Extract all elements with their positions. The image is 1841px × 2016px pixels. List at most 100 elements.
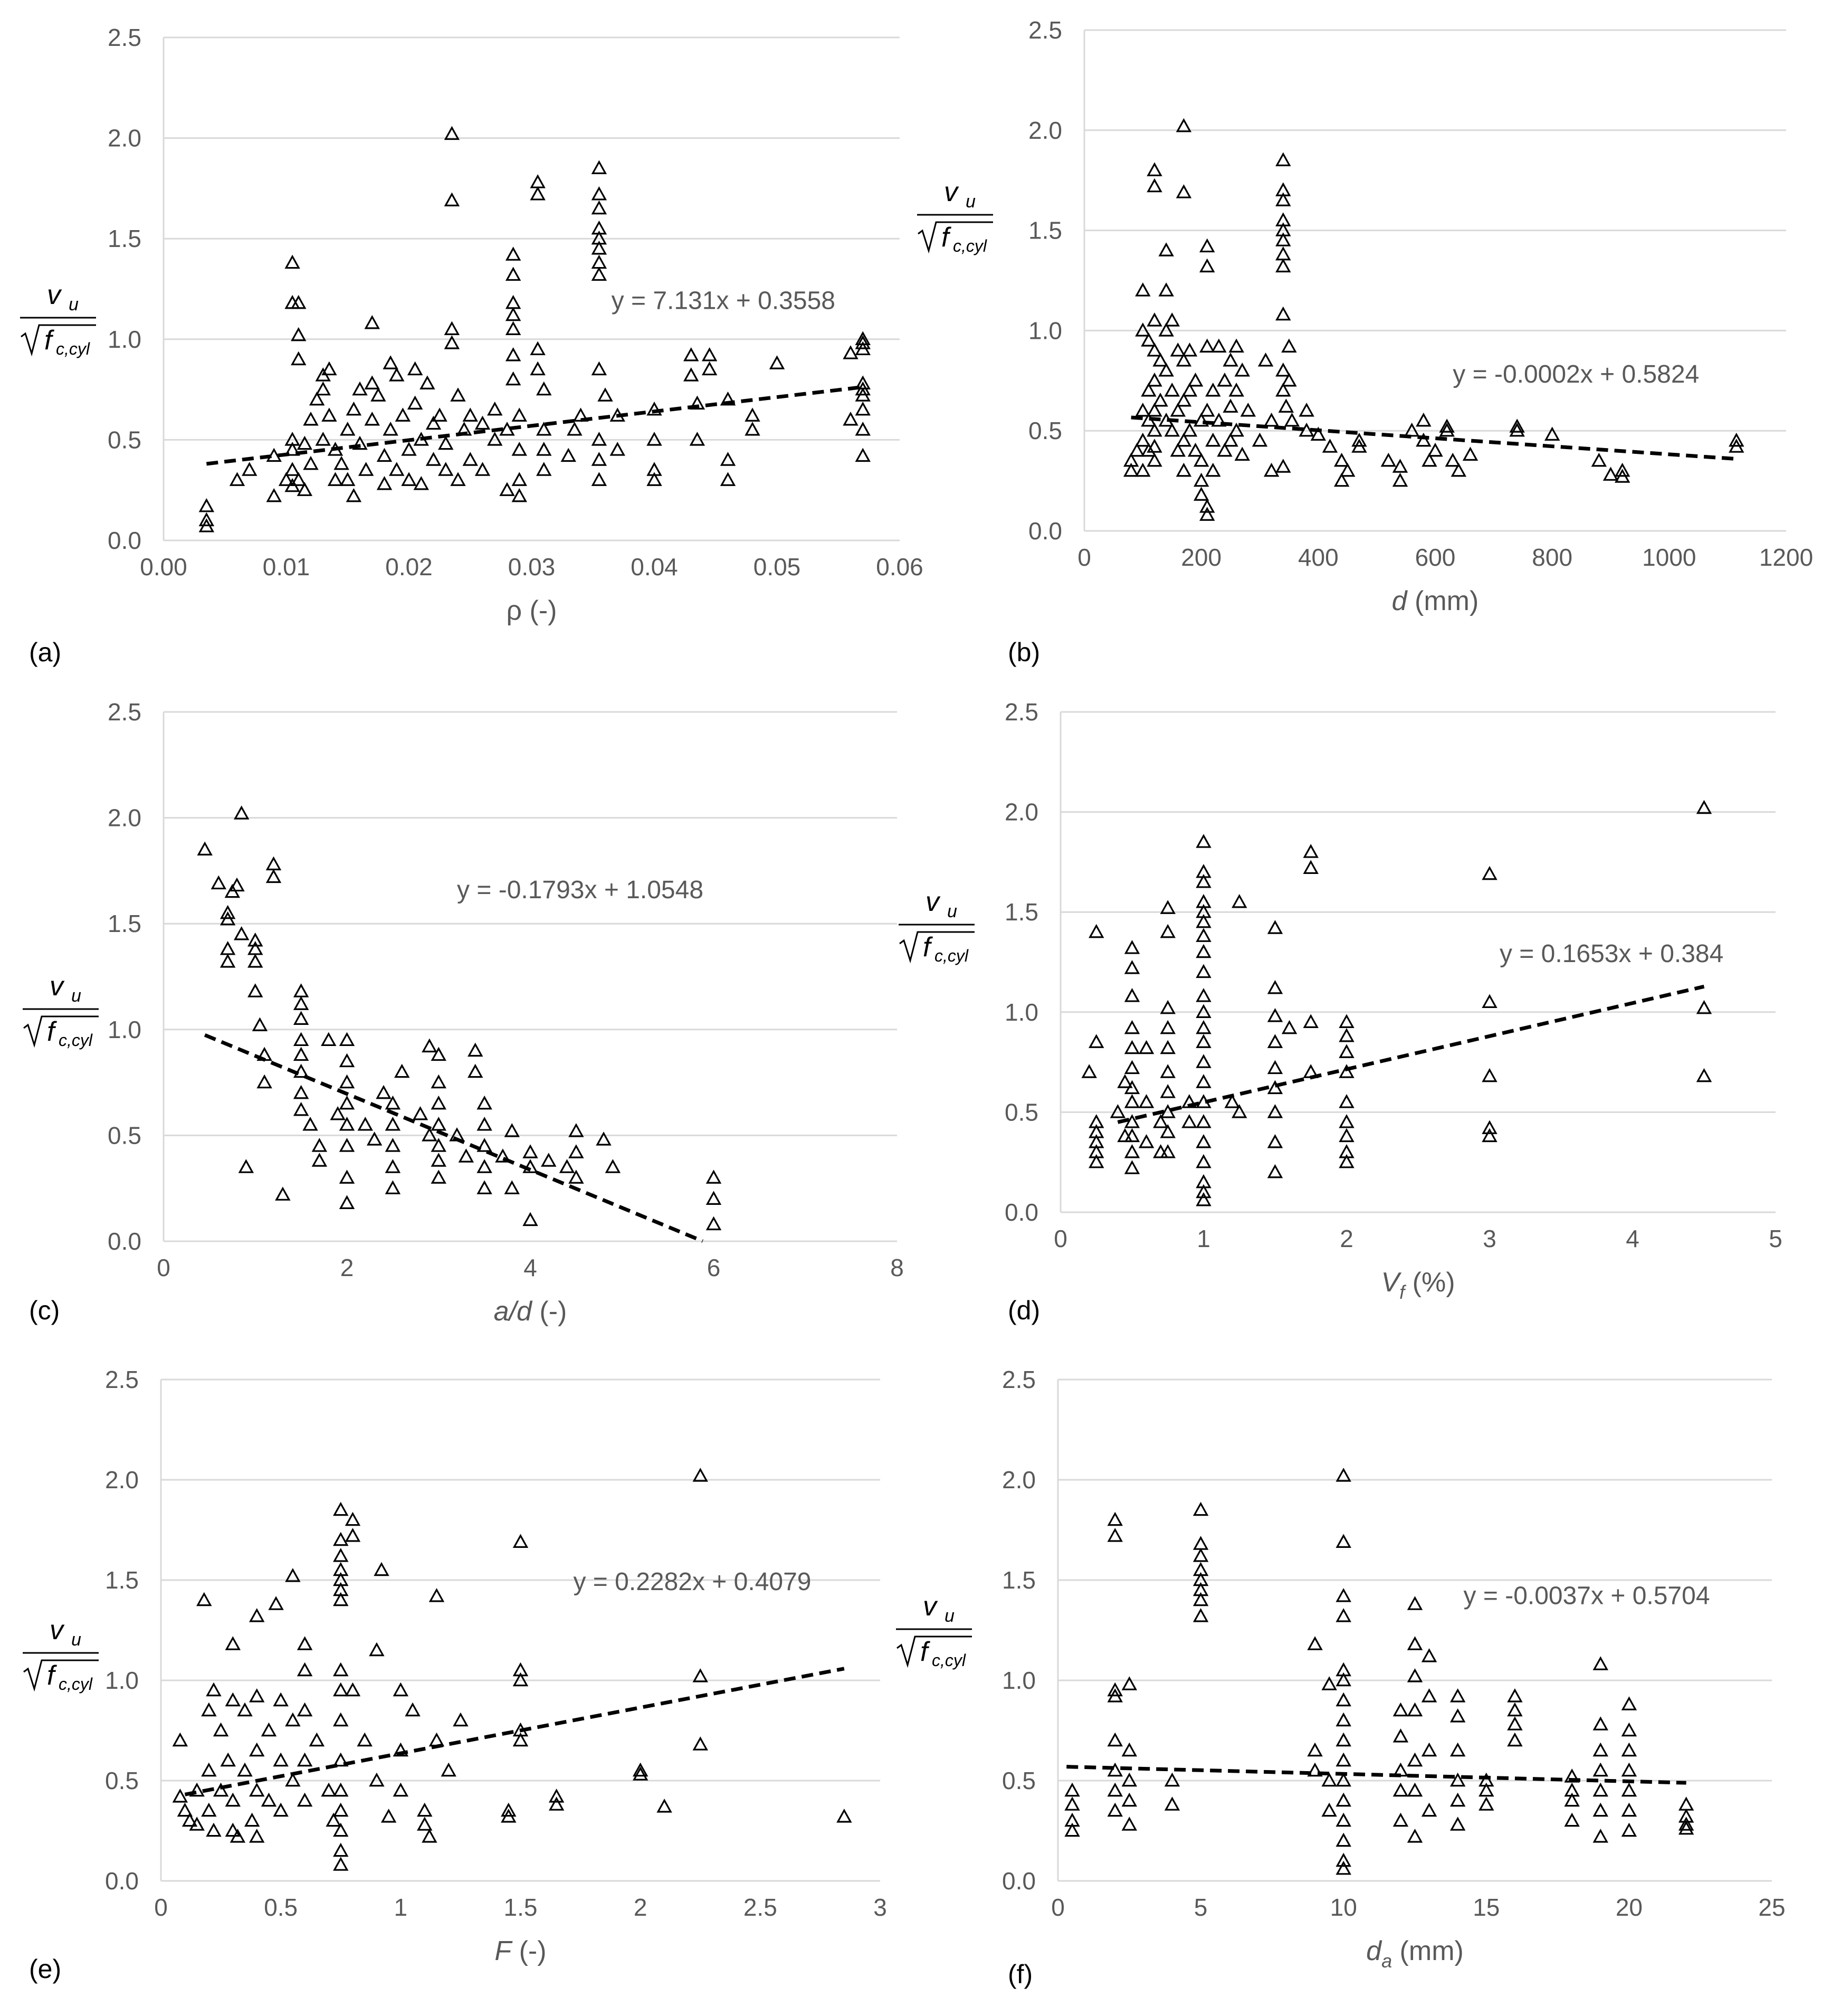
data-point [249, 1782, 265, 1797]
data-point [380, 1809, 397, 1823]
data-point [1336, 1792, 1351, 1807]
y-tick-label: 2.5 [1028, 16, 1062, 44]
data-point [591, 361, 607, 376]
data-point [453, 1712, 469, 1727]
data-point [1147, 422, 1162, 437]
data-point [189, 1782, 205, 1797]
data-point [495, 1148, 511, 1163]
y-label-numerator-sub: u [69, 294, 79, 315]
data-point [1129, 442, 1145, 457]
data-point [462, 407, 478, 422]
data-point [505, 371, 521, 386]
data-point [389, 462, 405, 476]
data-point [438, 462, 454, 476]
data-point [1081, 1064, 1097, 1078]
data-point [431, 1169, 446, 1184]
data-point [468, 1063, 483, 1078]
data-point [357, 1117, 373, 1131]
data-point [321, 1782, 337, 1797]
data-point [413, 476, 429, 490]
data-point [745, 407, 760, 422]
data-point [278, 472, 294, 486]
data-point [836, 1809, 852, 1823]
data-point [383, 422, 398, 436]
data-point [302, 1117, 318, 1131]
y-tick-label: 0.5 [108, 426, 141, 453]
data-point [1592, 1829, 1608, 1843]
data-point [1336, 1588, 1351, 1602]
data-point [1123, 462, 1139, 477]
data-point [1107, 1732, 1123, 1747]
data-point [1196, 928, 1212, 942]
data-point [389, 367, 405, 382]
data-point [1592, 1802, 1608, 1817]
data-point [1339, 1014, 1354, 1028]
data-point [1407, 1829, 1423, 1843]
data-point [293, 996, 309, 1010]
data-point [1107, 1762, 1123, 1777]
data-point [1193, 1501, 1209, 1516]
data-point [1187, 373, 1204, 387]
data-point [1336, 1832, 1351, 1847]
data-point [297, 482, 313, 496]
data-point [1267, 920, 1283, 934]
panel-label: (e) [29, 1954, 61, 1984]
data-points [198, 126, 871, 532]
data-point [366, 1131, 383, 1146]
data-point [1333, 452, 1350, 467]
data-point [1164, 422, 1180, 437]
data-point [541, 1153, 557, 1167]
data-point [1729, 432, 1744, 447]
data-point [291, 327, 307, 341]
y-label-numerator: v [944, 177, 959, 207]
y-tick-label: 0.0 [1005, 1199, 1038, 1226]
data-points [197, 805, 722, 1231]
data-point [1416, 432, 1432, 447]
data-point [285, 1568, 301, 1582]
y-tick-label: 0.5 [108, 1121, 141, 1149]
x-tick-label: 0.05 [753, 553, 801, 581]
data-point [1176, 432, 1192, 447]
data-point [242, 462, 257, 476]
data-point [339, 1117, 355, 1131]
data-point [393, 1782, 409, 1797]
chart-panel-b: 0.0 0.5 1.0 1.5 2.0 2.5 0 200 400 600 800 1000 1200 d… [917, 16, 1813, 667]
data-point [1422, 452, 1437, 467]
data-point [1124, 960, 1140, 974]
y-tick-label: 0.0 [105, 1867, 139, 1895]
trendline-equation: y = 0.2282x + 0.4079 [573, 1568, 811, 1596]
y-label-numerator: v [50, 971, 65, 1002]
data-point [1228, 422, 1244, 437]
data-point [701, 361, 718, 376]
data-point [1135, 282, 1151, 297]
data-point [1407, 1668, 1423, 1682]
data-point [1124, 1128, 1140, 1143]
data-point [1110, 1104, 1126, 1118]
data-point [407, 395, 423, 410]
data-point [1340, 462, 1356, 477]
data-point [385, 1180, 401, 1194]
data-points [1064, 1468, 1694, 1875]
data-point [1544, 426, 1560, 441]
data-point [1089, 1034, 1104, 1048]
data-point [501, 1802, 517, 1817]
data-point [431, 1117, 446, 1131]
data-point [1621, 1696, 1637, 1710]
data-point [256, 1074, 272, 1089]
trendline [206, 385, 863, 466]
data-point [394, 1063, 410, 1078]
data-point [1232, 893, 1247, 908]
data-point [1336, 1534, 1351, 1548]
data-point [548, 1796, 565, 1811]
data-point [1196, 834, 1212, 848]
data-point [591, 160, 607, 174]
data-point [1507, 1716, 1523, 1730]
data-point [291, 351, 307, 366]
data-point [1121, 1792, 1138, 1807]
data-point [1322, 439, 1338, 453]
x-tick-label: 1 [1197, 1225, 1210, 1252]
data-point [1211, 412, 1227, 427]
data-point [1196, 1134, 1212, 1148]
data-point [646, 401, 662, 416]
data-point [309, 391, 325, 406]
